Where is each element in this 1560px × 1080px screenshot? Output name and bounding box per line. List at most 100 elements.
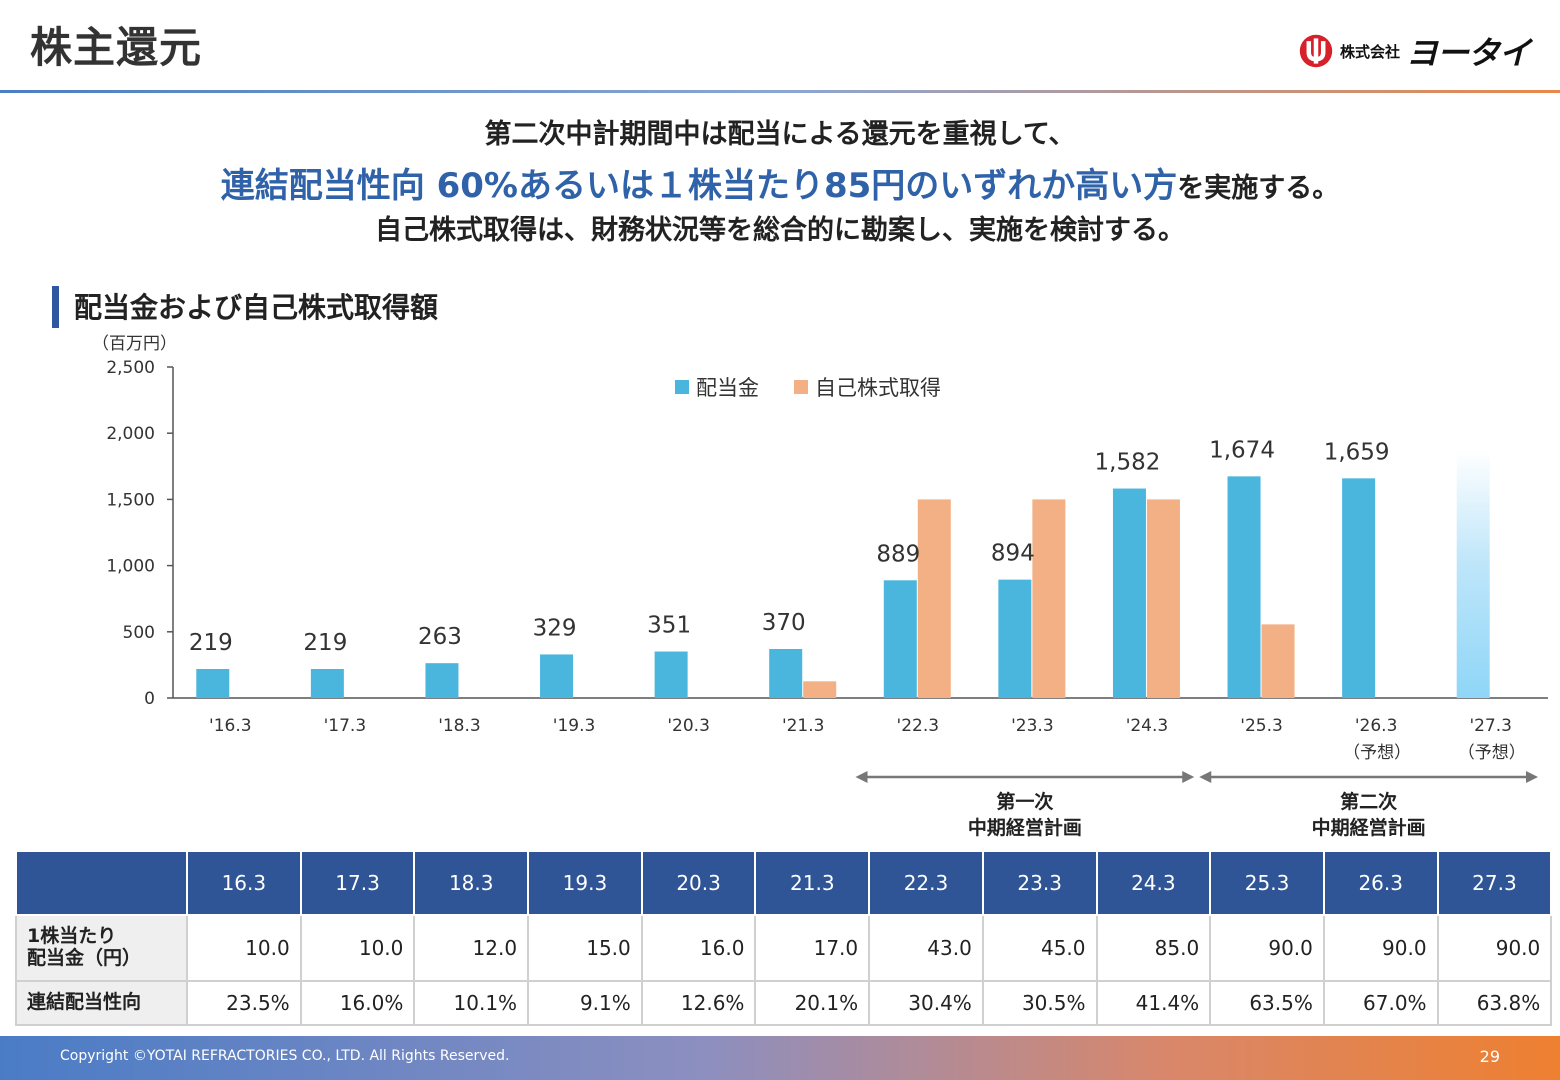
bar-value-label: 370 (762, 610, 806, 636)
legend: 配当金 自己株式取得 (675, 376, 941, 400)
legend-swatch-dividend (675, 380, 689, 394)
bar-dividend (310, 669, 344, 698)
dividend-table: 16.3 17.3 18.3 19.3 20.3 21.3 22.3 23.3 24.3 25.3… (15, 850, 1553, 1026)
bar-dividend (1227, 476, 1261, 698)
message-line-3: 自己株式取得は、財務状況等を総合的に勘案し、実施を検討する。 (375, 215, 1185, 246)
y-tick-label: 500 (123, 623, 155, 643)
plan-arrow-left-icon (1199, 771, 1212, 783)
table-cell: 10.0 (186, 914, 302, 982)
row-label-line1: 1株当たり (27, 925, 117, 948)
company-logo: 株式会社 ヨータイ (1298, 28, 1531, 74)
header-divider (0, 90, 1560, 93)
table-header-year: 23.3 (981, 850, 1098, 916)
plan-arrow-right-icon (1182, 771, 1195, 783)
x-axis: '16.3 '17.3 '18.3 '19.3 '20.3 '21.3 '22.3 '23.3… (209, 716, 1526, 763)
bar-value-label: 351 (647, 613, 691, 639)
plan-label-line2: 中期経営計画 (1312, 816, 1426, 839)
bar-dividend (540, 654, 574, 698)
table-cell: 85.0 (1095, 914, 1212, 982)
x-tick-label: '25.3 (1240, 716, 1283, 736)
legend-label-buyback: 自己株式取得 (815, 376, 941, 400)
message-tail: を実施する。 (1177, 173, 1340, 204)
table-cell: 45.0 (981, 914, 1098, 982)
page-title: 株主還元 (30, 23, 203, 72)
bar-value-label: 329 (533, 615, 577, 641)
plan-arrow-right-icon (1526, 771, 1538, 783)
bar-dividend (654, 651, 688, 698)
x-tick-label: '18.3 (438, 716, 481, 736)
y-unit-label: （百万円） (92, 334, 177, 354)
table-cell: 9.1% (527, 980, 643, 1026)
x-tick-label: '20.3 (667, 716, 710, 736)
x-tick-label: '19.3 (553, 716, 596, 736)
bar-value-label: 1,659 (1324, 439, 1390, 465)
table-cell: 30.4% (868, 980, 984, 1026)
bar-value-label: 1,674 (1209, 437, 1275, 463)
row-label-line2: 配当金（円） (27, 947, 142, 969)
bar-value-label: 263 (418, 624, 462, 650)
y-axis: 0 500 1,000 1,500 2,000 2,500 (106, 358, 1548, 709)
bar-value-label: 889 (876, 541, 920, 567)
table-cell: 63.8% (1436, 980, 1553, 1026)
table-cell: 12.6% (640, 980, 757, 1026)
section-title: 配当金および自己株式取得額 (74, 291, 439, 324)
bar-dividend (1342, 478, 1376, 698)
message-line-1: 第二次中計期間中は配当による還元を重視して、 (484, 119, 1076, 150)
bar-buyback (1032, 499, 1066, 698)
table-cell: 16.0% (299, 980, 416, 1026)
table-cell: 20.1% (754, 980, 871, 1026)
x-tick-label: '27.3 (1469, 716, 1512, 736)
bar-buyback (1261, 624, 1295, 698)
yotai-logo-icon (1299, 34, 1333, 68)
x-tick-label: '16.3 (209, 716, 252, 736)
table-row-dividend-per-share: 1株当たり 配当金（円） 10.0 10.0 12.0 15.0 16.0 17.0 43.0… (15, 914, 1553, 982)
plan-label-line1: 第二次 (1340, 790, 1397, 813)
bar-dividend (425, 663, 459, 698)
x-tick-sublabel: （予想） (1343, 743, 1411, 763)
table-header-year: 22.3 (868, 850, 984, 916)
row-label-payout-ratio: 連結配当性向 (15, 980, 188, 1026)
table-header-year: 16.3 (186, 850, 302, 916)
legend-swatch-buyback (794, 380, 808, 394)
table-cell: 17.0 (754, 914, 871, 982)
table-header-year: 20.3 (640, 850, 757, 916)
copyright-text: Copyright ©YOTAI REFRACTORIES CO., LTD. … (60, 1048, 510, 1064)
message-line-2: 連結配当性向 60%あるいは１株当たり85円のいずれか高い方を実施する。 (0, 158, 1560, 207)
table-header-year: 27.3 (1436, 850, 1553, 916)
bar-dividend (1112, 488, 1146, 698)
bar-buyback (803, 681, 837, 698)
x-tick-label: '24.3 (1126, 716, 1169, 736)
table-cell: 63.5% (1209, 980, 1325, 1026)
page-number: 29 (1479, 1047, 1500, 1066)
table-cell: 90.0 (1322, 914, 1439, 982)
y-tick-label: 1,000 (106, 557, 155, 577)
table-cell: 90.0 (1436, 914, 1553, 982)
y-tick-label: 2,000 (106, 424, 155, 444)
table-cell: 43.0 (868, 914, 984, 982)
bar-value-label: 894 (991, 541, 1035, 567)
x-tick-label: '26.3 (1355, 716, 1398, 736)
table-cell: 12.0 (413, 914, 530, 982)
table-header-year: 24.3 (1095, 850, 1212, 916)
y-tick-label: 2,500 (106, 358, 155, 378)
table-cell: 10.1% (413, 980, 530, 1026)
bar-dividend (883, 580, 917, 698)
bar-dividend (196, 669, 230, 698)
row-label-dividend-per-share: 1株当たり 配当金（円） (15, 914, 188, 982)
table-header-year: 21.3 (754, 850, 871, 916)
table-cell: 41.4% (1095, 980, 1212, 1026)
bar-buyback (917, 499, 951, 698)
x-tick-label: '23.3 (1011, 716, 1054, 736)
message-highlight: 連結配当性向 60%あるいは１株当たり85円のいずれか高い方 (220, 166, 1178, 206)
x-tick-sublabel: （予想） (1458, 743, 1526, 763)
plan-label-line1: 第一次 (996, 790, 1053, 813)
table-header-year: 25.3 (1209, 850, 1325, 916)
logo-small-text: 株式会社 (1339, 42, 1400, 61)
logo-big-text: ヨータイ (1405, 34, 1531, 72)
x-tick-label: '21.3 (782, 716, 825, 736)
footer-bar: Copyright ©YOTAI REFRACTORIES CO., LTD. … (0, 1036, 1560, 1080)
table-cell: 30.5% (981, 980, 1098, 1026)
y-tick-label: 1,500 (106, 490, 155, 510)
bar-value-label: 219 (303, 630, 347, 656)
